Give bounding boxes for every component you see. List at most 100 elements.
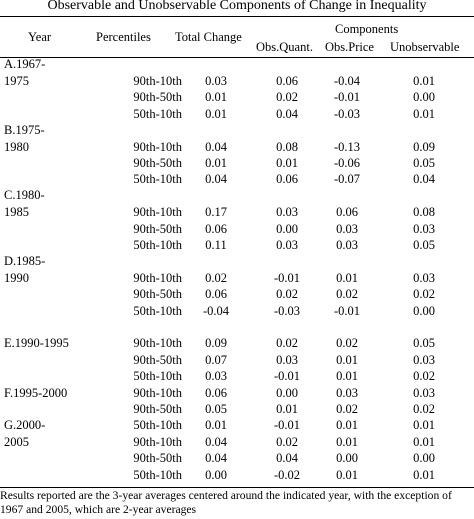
unobservable-cell: 0.08	[413, 205, 435, 220]
table-row: 90th-50th 0.07 0.03 0.01 0.03	[0, 352, 474, 368]
percentile-cell: 90th-50th	[133, 90, 182, 105]
percentile-cell: 90th-50th	[133, 287, 182, 302]
obs-price-cell: 0.01	[336, 352, 358, 367]
obs-price-cell: -0.13	[333, 139, 361, 154]
percentile-cell: 90th-50th	[133, 402, 182, 416]
group-label: G.2000-	[4, 417, 46, 432]
total-change-cell: 0.04	[205, 434, 227, 449]
total-change-cell: 0.06	[205, 221, 227, 236]
group-label: B.1975-	[4, 122, 45, 137]
percentile-cell: 50th-10th	[133, 303, 182, 318]
percentile-cell: 90th-50th	[133, 352, 182, 367]
unobservable-cell: 0.09	[413, 139, 435, 154]
table-row: 50th-10th 0.01 0.04 -0.03 0.01	[0, 106, 474, 122]
percentile-cell: 50th-10th	[133, 369, 182, 384]
header-rule	[0, 57, 474, 58]
unobservable-cell: 0.04	[413, 172, 435, 187]
unobservable-cell: 0.05	[413, 238, 435, 252]
obs-price-cell: 0.02	[336, 287, 358, 302]
percentile-cell: 90th-50th	[133, 221, 182, 236]
group-label: F.1995-2000	[4, 385, 68, 400]
obs-quant-cell: -0.01	[273, 369, 301, 384]
obs-quant-cell: 0.04	[276, 106, 298, 121]
table-row: 90th-50th 0.01 0.01 -0.06 0.05	[0, 155, 474, 171]
obs-price-cell: 0.01	[336, 369, 358, 384]
obs-quant-cell: 0.03	[276, 205, 298, 220]
table-row: 90th-50th 0.06 0.02 0.02 0.02	[0, 286, 474, 302]
group-label: C.1980-	[4, 188, 45, 203]
header-components: Components	[335, 22, 399, 36]
total-change-cell: 0.04	[205, 172, 227, 187]
unobservable-cell: 0.00	[413, 451, 435, 466]
total-change-cell: 0.01	[205, 418, 227, 433]
obs-price-cell: -0.03	[333, 106, 361, 121]
table-note: Results reported are the 3-year averages…	[0, 489, 452, 516]
bottom-rule	[0, 487, 474, 488]
obs-price-cell: 0.01	[336, 270, 358, 285]
unobservable-cell: 0.00	[413, 303, 435, 318]
table-row: 50th-10th 0.01 -0.01 0.01 0.01	[0, 417, 474, 433]
header-year: Year	[28, 30, 52, 44]
percentile-cell: 90th-10th	[133, 205, 182, 220]
header-obs-price: Obs.Price	[325, 40, 374, 54]
unobservable-cell: 0.00	[413, 90, 435, 105]
table-row: 90th-10th 0.04 0.08 -0.13 0.09	[0, 139, 474, 155]
group-label: E.1990-1995	[4, 336, 69, 351]
table-row: 90th-10th 0.02 -0.01 0.01 0.03	[0, 270, 474, 286]
unobservable-cell: 0.02	[413, 287, 435, 302]
obs-quant-cell: -0.03	[273, 303, 301, 318]
top-rule	[0, 16, 474, 17]
unobservable-cell: 0.03	[413, 270, 435, 285]
header-percentiles: Percentiles	[96, 30, 151, 44]
obs-quant-cell: 0.02	[276, 90, 298, 105]
obs-quant-cell: -0.01	[273, 270, 301, 285]
obs-quant-cell: -0.01	[273, 418, 301, 433]
obs-quant-cell: 0.01	[276, 402, 298, 416]
unobservable-cell: 0.01	[413, 467, 435, 482]
total-change-cell: 0.17	[205, 205, 227, 220]
header-total-change: Total Change	[175, 30, 242, 44]
percentile-cell: 50th-10th	[133, 467, 182, 482]
total-change-cell: 0.04	[205, 451, 227, 466]
obs-quant-cell: 0.03	[276, 238, 298, 252]
table-row: 90th-50th 0.06 0.00 0.03 0.03	[0, 221, 474, 237]
obs-price-cell: -0.07	[333, 172, 361, 187]
unobservable-cell: 0.01	[413, 418, 435, 433]
table-row: 50th-10th 0.11 0.03 0.03 0.05	[0, 237, 474, 253]
total-change-cell: 0.03	[205, 369, 227, 384]
table-row: 90th-10th 0.03 0.06 -0.04 0.01	[0, 73, 474, 89]
obs-quant-cell: 0.03	[276, 352, 298, 367]
unobservable-cell: 0.01	[413, 434, 435, 449]
table-row: 50th-10th 0.04 0.06 -0.07 0.04	[0, 171, 474, 187]
table-title: Observable and Unobservable Components o…	[47, 0, 427, 13]
table-row: 90th-50th 0.05 0.01 0.02 0.02	[0, 401, 474, 417]
total-change-cell: 0.01	[205, 106, 227, 121]
percentile-cell: 90th-10th	[133, 336, 182, 351]
obs-quant-cell: 0.02	[276, 336, 298, 351]
total-change-cell: 0.01	[205, 90, 227, 105]
unobservable-cell: 0.02	[413, 402, 435, 416]
obs-price-cell: 0.01	[336, 434, 358, 449]
group-label-cont: 1985	[4, 205, 29, 220]
obs-quant-cell: 0.06	[276, 172, 298, 187]
group-label: D.1985-	[4, 253, 46, 268]
obs-price-cell: 0.03	[336, 238, 358, 252]
percentile-cell: 90th-10th	[133, 434, 182, 449]
unobservable-cell: 0.01	[413, 106, 435, 121]
obs-quant-cell: 0.04	[276, 451, 298, 466]
total-change-cell: 0.07	[205, 352, 227, 367]
total-change-cell: 0.04	[205, 139, 227, 154]
percentile-cell: 90th-10th	[133, 270, 182, 285]
obs-quant-cell: 0.08	[276, 139, 298, 154]
unobservable-cell: 0.05	[413, 156, 435, 170]
table-row: 90th-10th 0.06 0.00 0.03 0.03	[0, 385, 474, 401]
obs-price-cell: 0.02	[336, 402, 358, 416]
table-row: 90th-10th 0.04 0.02 0.01 0.01	[0, 434, 474, 450]
header-unobservable: Unobservable	[390, 40, 460, 54]
total-change-cell: 0.09	[205, 336, 227, 351]
total-change-cell: 0.01	[205, 156, 227, 170]
group-label-cont: 1980	[4, 139, 29, 154]
table-row: 90th-50th 0.01 0.02 -0.01 0.00	[0, 89, 474, 105]
percentile-cell: 90th-10th	[133, 385, 182, 400]
obs-quant-cell: 0.00	[276, 385, 298, 400]
